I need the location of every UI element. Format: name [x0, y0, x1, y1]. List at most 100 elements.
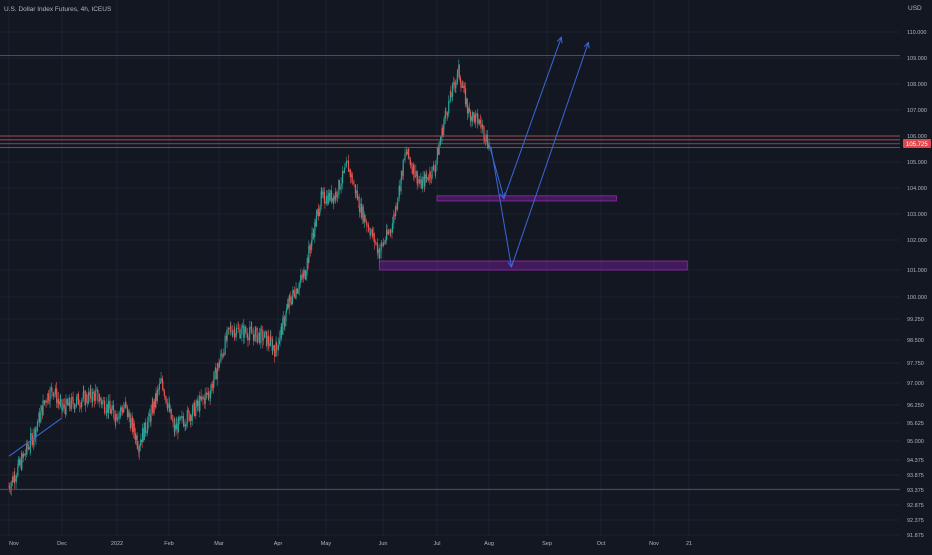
candle-body [275, 342, 278, 347]
candle-body [191, 414, 193, 421]
candle-body [157, 389, 159, 392]
candle-body [298, 282, 300, 290]
candle-body [60, 399, 62, 401]
candle-body [345, 162, 347, 168]
candle-body [65, 399, 67, 415]
candle-body [161, 378, 163, 381]
candle-body [481, 125, 483, 128]
candle-body [352, 183, 355, 184]
candle-body [304, 270, 306, 279]
drawings[interactable] [8, 36, 590, 457]
candle-body [468, 107, 470, 112]
candle-body [186, 410, 188, 424]
candle-body [306, 271, 308, 276]
candle-body [45, 402, 48, 403]
candle-body [322, 191, 324, 195]
candle-body [158, 389, 160, 390]
candle-body [424, 174, 426, 187]
y-tick-label: 110.000 [907, 30, 926, 36]
candle-body [183, 421, 185, 427]
arrow-head [556, 36, 563, 44]
last-price-badge: 105.725 [903, 139, 931, 148]
candle-body [336, 195, 339, 197]
y-tick-label: 95.000 [907, 439, 924, 445]
candle-body [336, 191, 338, 197]
x-tick-label: Nov [9, 541, 19, 547]
candle-body [195, 400, 197, 407]
candle-body [258, 332, 261, 344]
candle-body [289, 296, 291, 298]
candle-body [186, 423, 188, 427]
candle-body [222, 353, 224, 357]
horizontal-lines[interactable] [0, 55, 900, 490]
candle-body [406, 151, 408, 155]
y-tick-label: 105.000 [907, 160, 927, 166]
candle-body [260, 328, 262, 331]
candle-body [409, 157, 411, 161]
candle-body [358, 208, 361, 213]
candle-body [473, 112, 475, 115]
candle-body [308, 245, 310, 263]
candle-body [309, 249, 312, 250]
candle-body [396, 203, 398, 210]
candle-body [156, 391, 158, 402]
candle-body [146, 431, 148, 433]
candle-body [79, 404, 81, 407]
candle-body [165, 396, 167, 397]
candle-body [264, 331, 266, 339]
candle-body [297, 290, 299, 294]
candle-body [448, 101, 450, 114]
candle-body [36, 425, 38, 429]
time-axis[interactable]: Nov Dec 2022 Feb Mar Apr May Jun Jul Aug Sep Oct Nov… [9, 541, 692, 547]
support-zones[interactable] [378, 195, 688, 271]
candle-body [344, 167, 346, 169]
price-axis[interactable]: 110.000 109.000 108.000 107.000 106.000 105.0… [907, 30, 927, 539]
candle-body [158, 383, 160, 390]
candle-body [311, 240, 313, 250]
candle-body [107, 400, 110, 414]
candle-body [287, 304, 289, 308]
candle-body [262, 330, 264, 341]
candle-body [312, 233, 314, 234]
candle-body [96, 389, 99, 391]
candle-body [285, 312, 287, 322]
candle-body [393, 214, 395, 217]
candle-body [480, 122, 482, 128]
currency-label: USD [908, 5, 922, 12]
candle-body [282, 317, 284, 319]
candle-body [153, 400, 155, 408]
candle-body [86, 401, 88, 403]
candle-body [444, 111, 446, 119]
candle-body [256, 327, 258, 342]
candle-body [413, 164, 415, 177]
candle-body [279, 331, 281, 341]
candle-body [411, 165, 413, 168]
candle-body [220, 353, 222, 362]
x-tick-label: Aug [484, 541, 494, 547]
candle-body [453, 82, 455, 86]
candle-body [369, 231, 372, 236]
candle-body [83, 391, 85, 393]
trendline [8, 417, 63, 457]
candle-body [90, 389, 92, 399]
candle-body [397, 197, 399, 204]
candle-body [329, 190, 331, 201]
candle-body [282, 318, 284, 335]
candle-body [163, 389, 165, 392]
candle-body [58, 401, 60, 405]
candle-body [431, 166, 433, 179]
candle-body [26, 442, 28, 449]
candle-body [181, 416, 183, 418]
candle-body [400, 178, 402, 192]
candle-body [482, 125, 484, 127]
candle-body [138, 446, 140, 453]
candle-body [317, 208, 320, 216]
candle-body [59, 400, 61, 405]
candle-body [290, 301, 292, 304]
candle-body [324, 202, 326, 204]
candle-body [433, 165, 435, 170]
candle-body [37, 422, 39, 426]
candle-body [182, 416, 184, 422]
candle-body [211, 383, 213, 389]
